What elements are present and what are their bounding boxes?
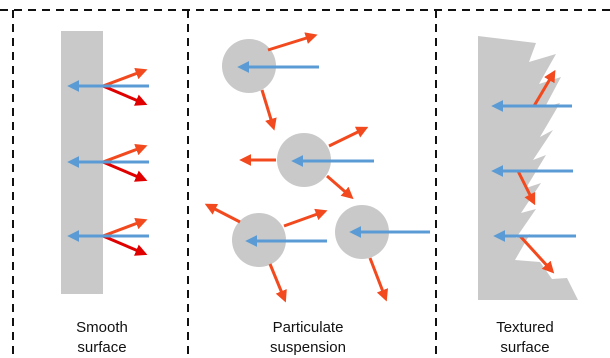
caption-particulate: Particulate suspension bbox=[228, 318, 388, 358]
smooth-rays-row-1 bbox=[67, 67, 149, 106]
scattered-ray bbox=[268, 263, 287, 303]
scattered-ray bbox=[326, 174, 354, 200]
specular-ray bbox=[102, 84, 148, 106]
panel-particulate bbox=[204, 32, 430, 303]
scattered-ray bbox=[516, 170, 536, 206]
caption-smooth: Smooth surface bbox=[32, 318, 172, 358]
caption-textured: Textured surface bbox=[455, 318, 595, 358]
scattered-ray bbox=[532, 69, 556, 107]
scattered-ray bbox=[260, 89, 277, 131]
caption-line: surface bbox=[77, 339, 127, 356]
caption-line: Smooth bbox=[76, 319, 128, 336]
scattered-ray bbox=[267, 32, 318, 52]
caption-line: surface bbox=[500, 339, 550, 356]
smooth-rays-row-2 bbox=[67, 143, 149, 182]
textured-surface bbox=[478, 36, 578, 300]
scattered-ray bbox=[328, 126, 369, 148]
scattered-ray bbox=[102, 143, 148, 164]
scattered-ray bbox=[518, 234, 555, 274]
specular-ray bbox=[102, 234, 148, 256]
smooth-rays-row-3 bbox=[67, 217, 149, 256]
caption-line: Textured bbox=[496, 319, 554, 336]
scattered-ray bbox=[102, 67, 148, 88]
caption-line: Particulate bbox=[272, 319, 344, 336]
panel-smooth bbox=[61, 31, 149, 294]
panel-textured bbox=[478, 36, 578, 300]
scattered-ray bbox=[368, 257, 389, 302]
scattered-ray bbox=[283, 208, 328, 228]
scattered-ray bbox=[102, 217, 148, 238]
scattered-ray bbox=[204, 203, 241, 224]
caption-line: suspension bbox=[270, 339, 346, 356]
specular-ray bbox=[102, 160, 148, 182]
